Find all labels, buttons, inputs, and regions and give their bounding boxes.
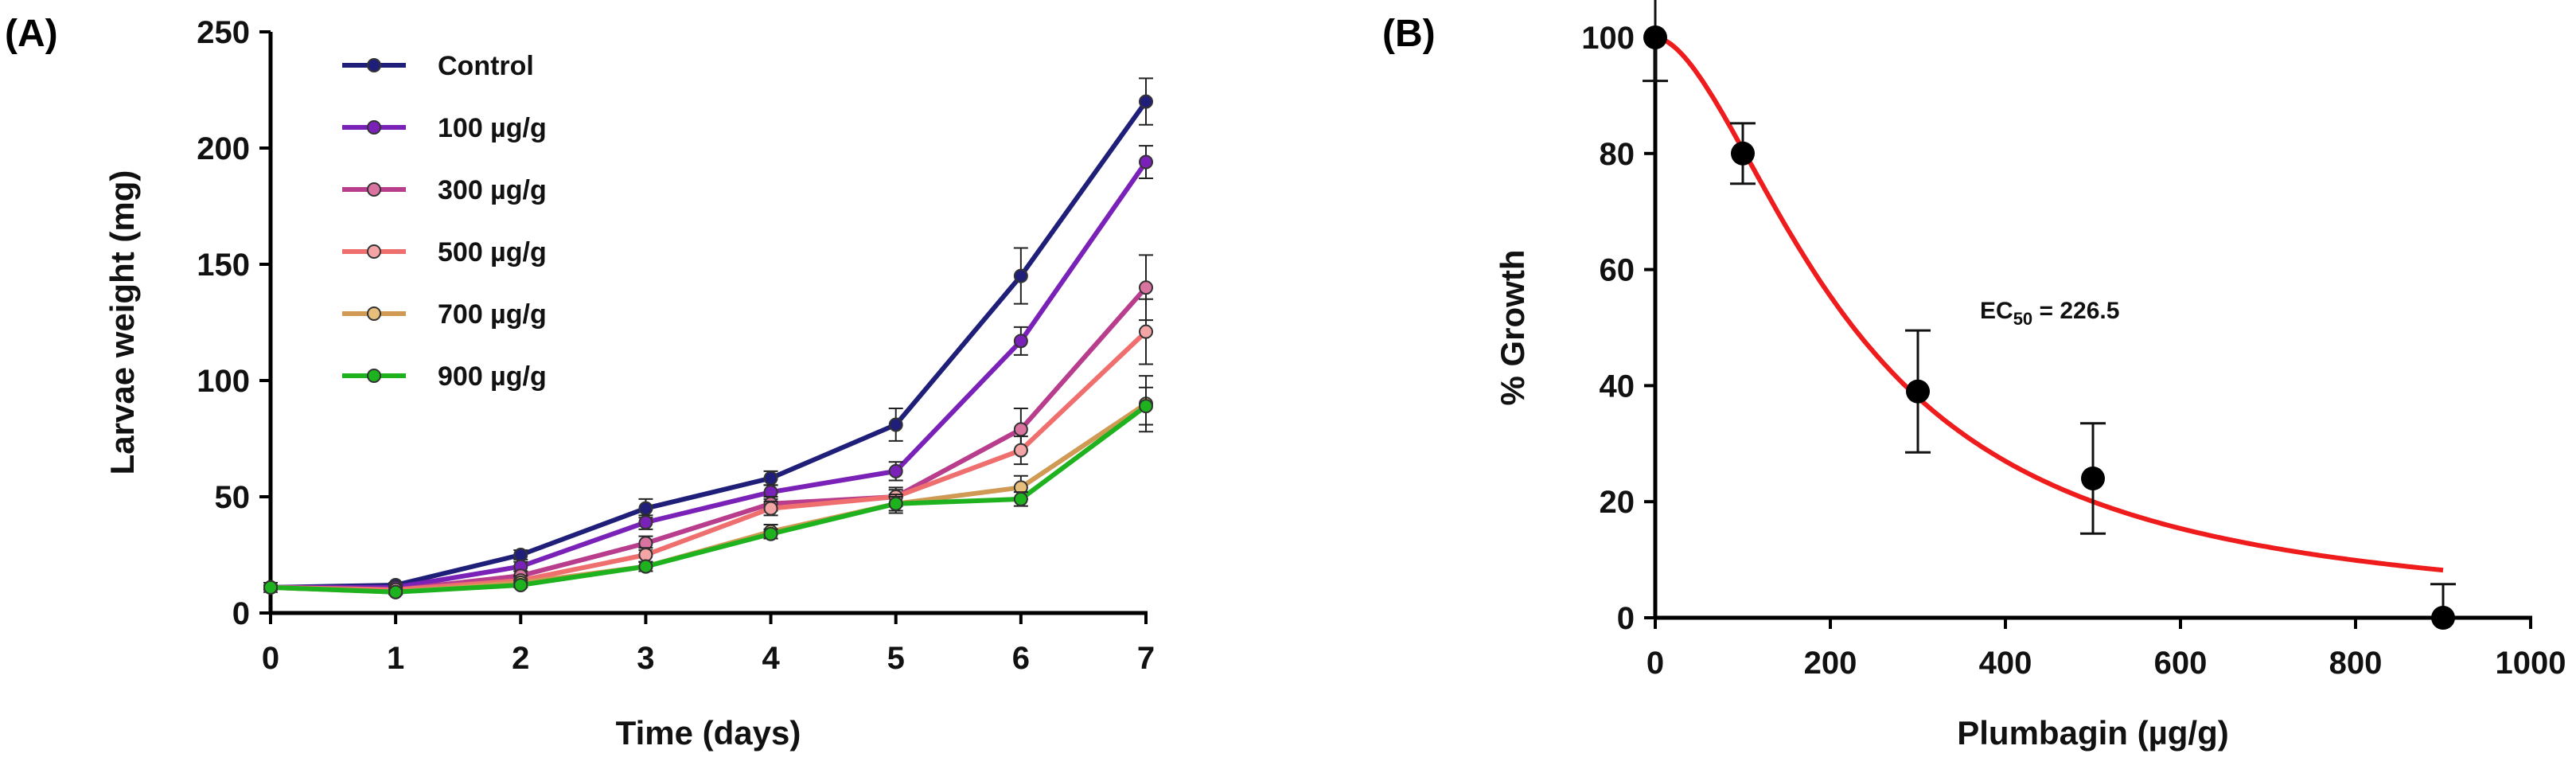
chart-a-series-line xyxy=(270,404,1148,595)
chart-a-series-line xyxy=(270,286,1148,592)
ec50-prefix: EC xyxy=(1980,298,2013,324)
chart-a-y-tick-label: 150 xyxy=(197,248,250,283)
chart-b-point xyxy=(1731,141,1755,166)
chart-b-y-tick-label: 60 xyxy=(1600,253,1635,288)
chart-b-axes xyxy=(1653,37,2532,620)
chart-a-point xyxy=(1013,422,1028,437)
chart-b-y-axis-title: % Growth xyxy=(1494,250,1531,406)
chart-b-point-group xyxy=(1730,122,1756,185)
chart-b-x-axis-title: Plumbagin (µg/g) xyxy=(1957,714,2229,752)
chart-a-y-tick-label: 0 xyxy=(232,596,250,631)
chart-a-point xyxy=(1013,268,1028,283)
chart-b-point-group xyxy=(2080,422,2106,535)
legend-label: 100 µg/g xyxy=(438,113,547,143)
chart-a-point xyxy=(1139,94,1153,109)
legend-swatch-marker xyxy=(367,182,381,197)
chart-a-point xyxy=(263,580,278,595)
chart-b-ticks: 0 200 400 600 800 1000 0 20 40 60 80 100 xyxy=(1581,21,2566,681)
chart-b-x-tick-label: 200 xyxy=(1804,646,1857,681)
chart-b-y-tick-label: 80 xyxy=(1600,137,1635,172)
legend-swatch-marker xyxy=(367,120,381,135)
chart-a-point xyxy=(638,515,653,530)
chart-b-fit-curve xyxy=(1654,35,2444,573)
chart-b-x-tick-label: 1000 xyxy=(2496,646,2566,681)
chart-a-series-4 xyxy=(263,375,1153,599)
chart-a-legend: Control 100 µg/g 300 µg/g 500 µg/g 700 µg/g 9… xyxy=(342,51,547,392)
panel-label-b: (B) xyxy=(1382,13,1436,55)
chart-b-x-tick-label: 0 xyxy=(1647,646,1664,681)
chart-a-series-line xyxy=(270,100,1148,590)
chart-a-point xyxy=(888,496,903,511)
chart-a-point xyxy=(763,470,778,486)
chart-a-x-tick-label: 5 xyxy=(887,641,905,676)
chart-a-y-tick-label: 250 xyxy=(197,15,250,50)
legend-label: 900 µg/g xyxy=(438,361,547,392)
chart-a-x-tick-label: 2 xyxy=(512,641,529,676)
ec50-subscript: 50 xyxy=(2013,309,2032,329)
chart-b-point-group xyxy=(1905,329,1931,454)
legend-swatch-marker xyxy=(367,369,381,383)
chart-a-point xyxy=(1139,154,1153,170)
chart-a-point xyxy=(763,526,778,541)
chart-a-series xyxy=(263,77,1153,599)
chart-b-ec50-annotation: EC50 = 226.5 xyxy=(1980,298,2119,329)
chart-b-point-group xyxy=(2430,583,2456,630)
chart-b-x-tick-label: 800 xyxy=(2329,646,2383,681)
chart-a-y-tick-label: 50 xyxy=(215,480,251,515)
chart-a-x-tick-label: 1 xyxy=(387,641,404,676)
chart-b-point xyxy=(2081,467,2105,491)
chart-a-x-tick-label: 6 xyxy=(1012,641,1030,676)
chart-b-y-tick-label: 0 xyxy=(1617,601,1635,636)
chart-panel-a: (A) 0 1 2 3 4 5 6 7 0 50 100 150 200 250 Control 100 µ… xyxy=(5,13,1155,752)
legend-label: 500 µg/g xyxy=(438,237,547,267)
chart-b-y-tick-label: 20 xyxy=(1600,485,1635,520)
chart-a-y-tick-label: 200 xyxy=(197,131,250,166)
chart-a-x-tick-label: 7 xyxy=(1137,641,1155,676)
chart-b-point xyxy=(1906,379,1930,404)
chart-a-y-axis-title: Larvae weight (mg) xyxy=(103,170,141,475)
chart-a-x-axis-title: Time (days) xyxy=(616,714,801,752)
chart-a-ticks: 0 1 2 3 4 5 6 7 0 50 100 150 200 250 xyxy=(197,15,1155,676)
chart-a-y-tick-label: 100 xyxy=(197,364,250,399)
chart-a-point xyxy=(513,577,528,592)
chart-b-point xyxy=(1643,25,1667,49)
legend-swatch-marker xyxy=(367,306,381,321)
legend-swatch-marker xyxy=(367,244,381,259)
chart-a-point xyxy=(1139,399,1153,414)
chart-a-point xyxy=(1013,491,1028,506)
chart-b-x-tick-label: 400 xyxy=(1979,646,2032,681)
chart-b-point-group xyxy=(1643,0,1668,83)
chart-a-point xyxy=(763,501,778,516)
chart-a-point xyxy=(888,463,903,478)
chart-b-points xyxy=(1643,0,2456,630)
chart-a-point xyxy=(1139,280,1153,295)
chart-a-axes xyxy=(268,32,1148,615)
chart-a-point xyxy=(1139,324,1153,339)
chart-a-point xyxy=(638,559,653,574)
chart-a-series-2 xyxy=(263,254,1153,597)
legend-label: Control xyxy=(438,51,534,81)
chart-a-x-tick-label: 3 xyxy=(637,641,654,676)
ec50-value: = 226.5 xyxy=(2032,298,2119,324)
chart-a-point xyxy=(1013,334,1028,349)
chart-a-x-tick-label: 4 xyxy=(762,641,780,676)
chart-b-y-tick-label: 40 xyxy=(1600,369,1635,404)
chart-a-point xyxy=(888,417,903,432)
chart-a-point xyxy=(638,501,653,516)
chart-a-x-tick-label: 0 xyxy=(262,641,279,676)
chart-a-point xyxy=(388,584,403,599)
chart-a-series-5 xyxy=(263,386,1153,599)
legend-label: 300 µg/g xyxy=(438,175,547,205)
chart-b-point xyxy=(2431,606,2455,630)
chart-b-x-tick-label: 600 xyxy=(2154,646,2208,681)
chart-a-point xyxy=(1013,443,1028,458)
chart-a-series-1 xyxy=(263,145,1153,595)
legend-swatch-marker xyxy=(367,58,381,72)
legend-label: 700 µg/g xyxy=(438,299,547,330)
panel-label-a: (A) xyxy=(5,13,58,55)
chart-a-series-line xyxy=(271,160,1148,590)
chart-b-y-tick-label: 100 xyxy=(1581,21,1635,56)
chart-panel-b: (B) 0 200 400 600 800 1000 0 20 40 60 80 100 EC50 =… xyxy=(1382,0,2566,752)
